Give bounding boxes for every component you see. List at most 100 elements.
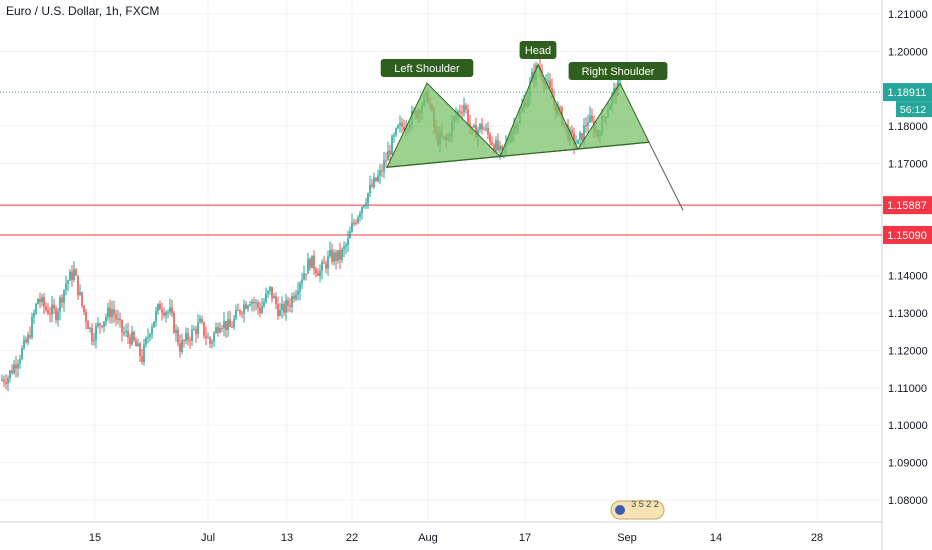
candle-body xyxy=(163,312,165,316)
candle-body xyxy=(77,275,79,296)
candle-body xyxy=(397,125,399,129)
candle-body xyxy=(57,311,59,321)
candle-body xyxy=(349,231,351,239)
candle-body xyxy=(51,304,53,315)
candle-body xyxy=(401,122,403,127)
candle-body xyxy=(285,300,287,313)
candle-body xyxy=(53,304,55,309)
candle-body xyxy=(91,327,93,342)
countdown-label: 56:12 xyxy=(900,104,926,116)
candle-body xyxy=(71,271,73,280)
candle-body xyxy=(7,377,9,384)
candle-body xyxy=(247,305,249,309)
right-shoulder-shape xyxy=(577,82,650,150)
candle-body xyxy=(103,321,105,327)
candle-body xyxy=(583,125,585,141)
candle-body xyxy=(363,205,365,208)
candle-body xyxy=(559,107,561,109)
candle-body xyxy=(83,305,85,312)
candle-body xyxy=(191,329,193,342)
x-tick-label: 22 xyxy=(346,532,358,544)
candle-body xyxy=(475,125,477,138)
candle-body xyxy=(117,318,119,320)
candle-body xyxy=(9,370,11,378)
candle-body xyxy=(25,339,27,343)
candle-body xyxy=(15,364,17,369)
candle-body xyxy=(573,133,575,145)
candle-body xyxy=(119,318,121,320)
candle-body xyxy=(89,327,91,329)
candle-body xyxy=(219,327,221,333)
candle-body xyxy=(357,216,359,223)
candle-body xyxy=(167,311,169,313)
candle-body xyxy=(549,80,551,88)
candle-body xyxy=(315,269,317,274)
candle-body xyxy=(311,255,313,268)
candle-body xyxy=(267,290,269,294)
candle-body xyxy=(225,320,227,331)
candle-body xyxy=(231,326,233,328)
candle-body xyxy=(81,292,83,306)
candle-body xyxy=(343,246,345,250)
candle-body xyxy=(203,322,205,336)
candle-body xyxy=(271,286,273,299)
candle-body xyxy=(61,297,63,303)
candle-body xyxy=(325,263,327,269)
neckline xyxy=(386,141,650,168)
candle-body xyxy=(499,145,501,151)
x-tick-label: 14 xyxy=(710,532,722,544)
candle-body xyxy=(283,303,285,313)
candle-body xyxy=(151,327,153,335)
events-badge[interactable] xyxy=(610,500,665,520)
candle-body xyxy=(73,269,75,280)
candle-body xyxy=(249,303,251,306)
candle-body xyxy=(241,313,243,315)
candle-body xyxy=(185,333,187,341)
y-tick-label: 1.11000 xyxy=(888,383,927,395)
head-label-bg xyxy=(519,41,557,59)
candle-body xyxy=(361,207,363,214)
candle-body xyxy=(619,79,621,81)
candle-body xyxy=(141,355,143,362)
candle-body xyxy=(183,340,185,342)
candle-body xyxy=(577,139,579,145)
x-tick-label: Aug xyxy=(418,532,438,544)
candle-body xyxy=(209,337,211,344)
candle-body xyxy=(365,203,367,206)
candle-body xyxy=(279,310,281,316)
candle-body xyxy=(11,370,13,374)
candle-body xyxy=(113,309,115,315)
candle-body xyxy=(153,321,155,328)
candle-body xyxy=(305,273,307,275)
candle-body xyxy=(213,332,215,342)
candle-body xyxy=(495,140,497,152)
candle-body xyxy=(33,313,35,318)
candle-body xyxy=(181,340,183,352)
candle-body xyxy=(591,115,593,122)
candle-body xyxy=(115,314,117,320)
candle-body xyxy=(59,297,61,312)
candle-body xyxy=(125,331,127,333)
candle-body xyxy=(31,317,33,338)
candle-body xyxy=(277,304,279,316)
candle-body xyxy=(235,310,237,319)
candle-body xyxy=(379,170,381,176)
level-price-tag xyxy=(883,225,932,244)
candle-body xyxy=(175,329,177,333)
candle-body xyxy=(189,340,191,342)
candle-body xyxy=(63,290,65,303)
candle-body xyxy=(253,301,255,304)
candle-body xyxy=(43,296,45,307)
candle-body xyxy=(127,331,129,338)
candle-body xyxy=(143,344,145,362)
candle-body xyxy=(111,309,113,318)
candle-body xyxy=(229,319,231,327)
candle-body xyxy=(171,307,173,314)
right-shoulder-label-bg xyxy=(568,62,668,80)
candle-body xyxy=(465,105,467,110)
candle-body xyxy=(359,213,361,217)
y-tick-label: 1.13000 xyxy=(888,308,928,320)
candle-body xyxy=(239,310,241,314)
